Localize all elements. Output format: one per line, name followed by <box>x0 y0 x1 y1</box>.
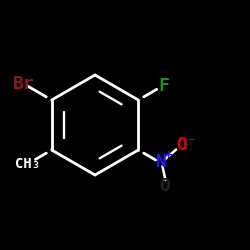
Text: F: F <box>158 77 169 95</box>
Text: +: + <box>164 150 173 160</box>
Text: ⁻: ⁻ <box>187 136 194 149</box>
Text: CH₃: CH₃ <box>15 157 40 171</box>
Text: O: O <box>160 177 170 195</box>
Text: N: N <box>156 154 167 172</box>
Text: O: O <box>176 136 188 154</box>
Text: Br: Br <box>13 75 35 93</box>
